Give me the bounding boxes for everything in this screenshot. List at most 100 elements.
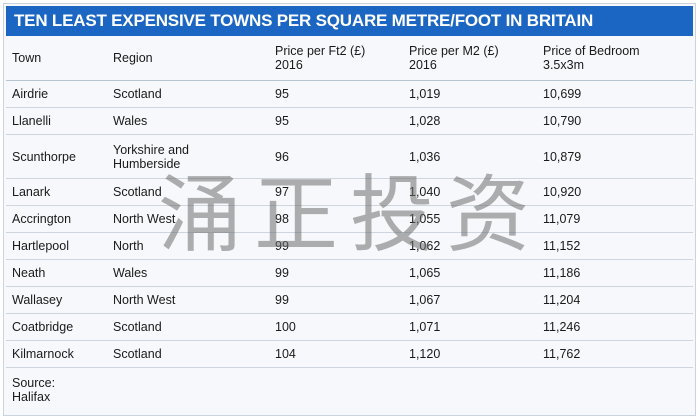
cell-region: Scotland [107, 340, 269, 368]
cell-region-text: Scotland [113, 87, 162, 101]
cell-price-ft2-text: 96 [275, 149, 289, 164]
cell-bedroom-price-text: 10,920 [543, 185, 582, 199]
cell-price-m2: 1,040 [403, 178, 537, 206]
cell-price-ft2-text: 100 [275, 320, 296, 334]
cell-price-m2: 1,055 [403, 205, 537, 233]
cell-price-m2: 1,067 [403, 286, 537, 314]
source-label: Source: [12, 376, 56, 390]
cell-region: North West [107, 286, 269, 314]
table-row: Kilmarnock Scotland 104 1,120 11,762 [6, 340, 693, 368]
cell-price-m2: 1,019 [403, 80, 537, 108]
cell-price-ft2-text: 95 [275, 114, 289, 128]
cell-region-text: Wales [113, 114, 148, 128]
cell-town: Wallasey [6, 286, 107, 314]
cell-price-ft2: 99 [269, 259, 403, 287]
cell-price-ft2: 96 [269, 134, 403, 179]
cell-region-text: Humberside [113, 156, 181, 171]
column-header-town: Town [6, 36, 107, 81]
source-value: Halifax [12, 390, 51, 404]
cell-bedroom-price-text: 10,879 [543, 149, 582, 164]
header-line: 3.5x3m [543, 58, 584, 72]
cell-town: Accrington [6, 205, 107, 233]
cell-bedroom-price-text: 11,246 [543, 320, 581, 334]
cell-region: Scotland [107, 178, 269, 206]
header-line: Region [113, 51, 153, 65]
cell-town-text: Lanark [12, 185, 51, 199]
column-header-region: Region [107, 36, 269, 81]
table-row: Hartlepool North 99 1,062 11,152 [6, 232, 693, 260]
cell-price-ft2-text: 97 [275, 185, 289, 199]
cell-price-m2-text: 1,036 [409, 149, 441, 164]
header-line: Price per Ft2 (£) [275, 44, 366, 58]
cell-bedroom-price-text: 10,699 [543, 87, 582, 101]
cell-region-text: Wales [113, 266, 148, 280]
cell-region-text: Scotland [113, 347, 162, 361]
column-header-bedroom-price: Price of Bedroom 3.5x3m [537, 36, 693, 81]
cell-region-text: North West [113, 212, 176, 226]
cell-region-text: Scotland [113, 185, 162, 199]
cell-bedroom-price: 10,699 [537, 80, 693, 108]
source-row: Source: Halifax [6, 368, 693, 413]
cell-town: Coatbridge [6, 313, 107, 341]
cell-price-ft2-text: 99 [275, 293, 289, 307]
cell-town-text: Hartlepool [12, 239, 69, 253]
cell-bedroom-price-text: 11,762 [543, 347, 581, 361]
cell-price-m2: 1,071 [403, 313, 537, 341]
cell-town-text: Scunthorpe [12, 149, 76, 164]
cell-price-m2-text: 1,067 [409, 293, 441, 307]
table-row: Llanelli Wales 95 1,028 10,790 [6, 107, 693, 135]
cell-bedroom-price: 10,879 [537, 134, 693, 179]
cell-bedroom-price: 11,079 [537, 205, 693, 233]
cell-town-text: Kilmarnock [12, 347, 74, 361]
cell-region-text: North [113, 239, 144, 253]
cell-town-text: Llanelli [12, 114, 51, 128]
cell-town: Lanark [6, 178, 107, 206]
cell-price-ft2-text: 104 [275, 347, 296, 361]
table-row: Lanark Scotland 97 1,040 10,920 [6, 178, 693, 206]
cell-bedroom-price-text: 11,152 [543, 239, 581, 253]
cell-region-text: Yorkshire and [113, 142, 189, 157]
cell-bedroom-price: 11,246 [537, 313, 693, 341]
cell-town: Scunthorpe [6, 134, 107, 179]
empty-cell [403, 368, 537, 413]
cell-price-m2-text: 1,062 [409, 239, 441, 253]
table-row: Neath Wales 99 1,065 11,186 [6, 259, 693, 287]
cell-price-m2-text: 1,019 [409, 87, 441, 101]
table-row: Scunthorpe Yorkshire and Humberside 96 1,036… [6, 134, 693, 179]
header-line: Price of Bedroom [543, 44, 640, 58]
cell-price-m2-text: 1,120 [409, 347, 441, 361]
cell-region-text: Scotland [113, 320, 162, 334]
table-row: Accrington North West 98 1,055 11,079 [6, 205, 693, 233]
cell-town: Llanelli [6, 107, 107, 135]
price-table: Town Region Price per Ft2 (£) 2016 Price … [6, 36, 693, 412]
table-row: Coatbridge Scotland 100 1,071 11,246 [6, 313, 693, 341]
cell-price-m2: 1,036 [403, 134, 537, 179]
cell-bedroom-price: 10,920 [537, 178, 693, 206]
cell-bedroom-price: 10,790 [537, 107, 693, 135]
cell-town-text: Accrington [12, 212, 72, 226]
cell-price-ft2-text: 99 [275, 266, 289, 280]
header-line: Price per M2 (£) [409, 44, 499, 58]
cell-price-ft2-text: 98 [275, 212, 289, 226]
header-line: Town [12, 51, 42, 65]
cell-price-ft2: 98 [269, 205, 403, 233]
cell-price-m2-text: 1,055 [409, 212, 441, 226]
cell-price-m2: 1,028 [403, 107, 537, 135]
cell-bedroom-price-text: 11,204 [543, 293, 581, 307]
cell-town-text: Wallasey [12, 293, 63, 307]
cell-price-ft2: 95 [269, 80, 403, 108]
column-header-price-ft2: Price per Ft2 (£) 2016 [269, 36, 403, 81]
cell-price-ft2-text: 95 [275, 87, 289, 101]
header-row: Town Region Price per Ft2 (£) 2016 Price … [6, 36, 693, 81]
cell-price-m2: 1,120 [403, 340, 537, 368]
cell-town-text: Airdrie [12, 87, 49, 101]
cell-price-ft2: 97 [269, 178, 403, 206]
cell-price-m2-text: 1,071 [409, 320, 441, 334]
cell-town: Neath [6, 259, 107, 287]
cell-price-m2-text: 1,028 [409, 114, 441, 128]
cell-price-ft2-text: 99 [275, 239, 289, 253]
source-note: Source: Halifax [6, 368, 107, 413]
empty-cell [107, 368, 269, 413]
cell-price-ft2: 100 [269, 313, 403, 341]
cell-region: Yorkshire and Humberside [107, 134, 269, 179]
